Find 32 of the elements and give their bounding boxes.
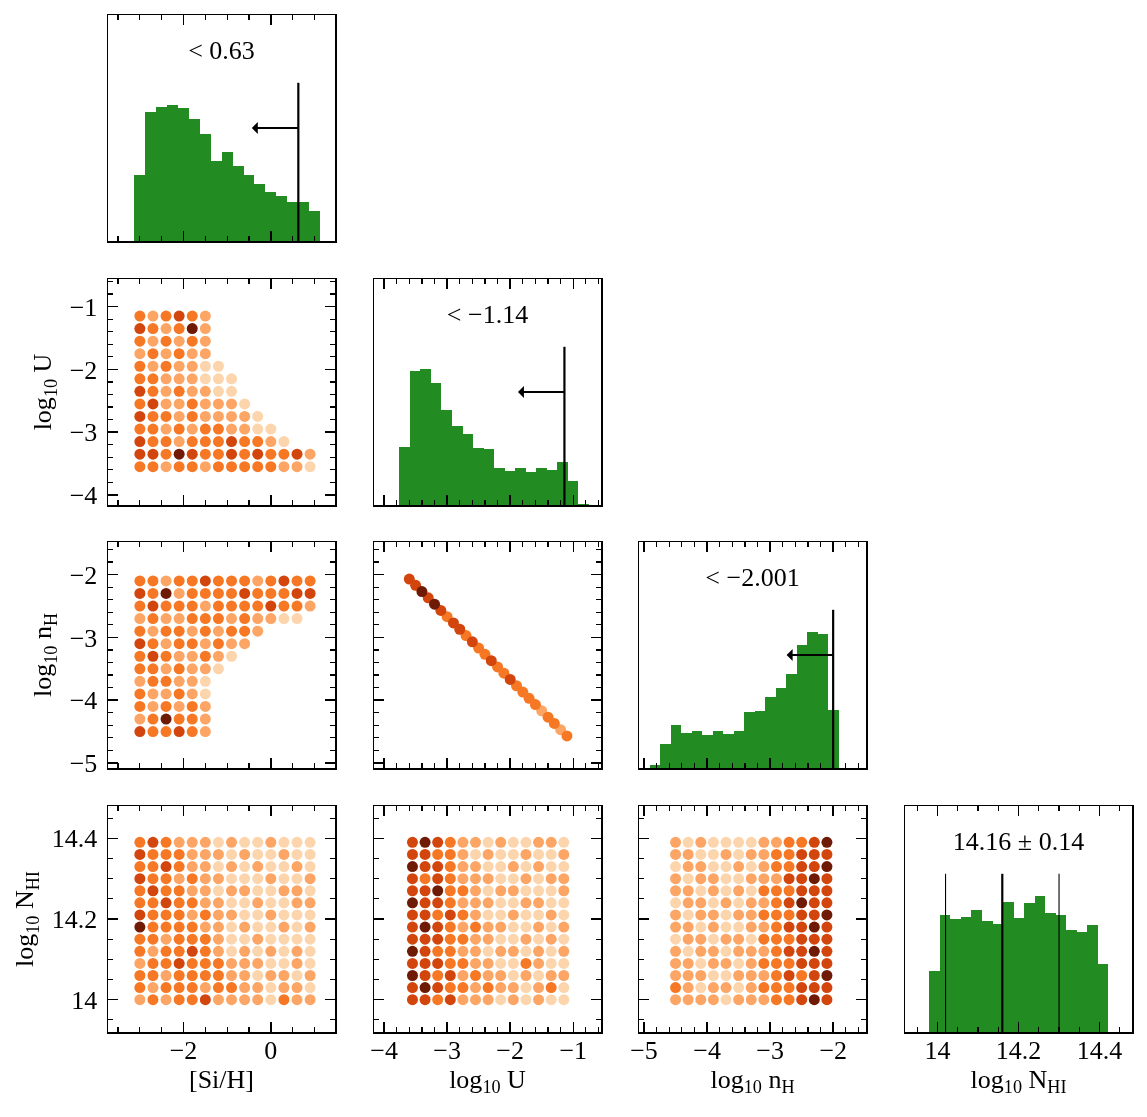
x-tick-label: −3: [432, 1035, 461, 1065]
x-tick-label: −3: [756, 1035, 785, 1065]
x-axis-title: log$_{10}$ N$_{HI}$: [970, 1064, 1067, 1098]
legend-label: < −2.001: [705, 563, 801, 593]
y-tick-label: −4: [69, 480, 98, 510]
y-tick-label: −2: [69, 561, 98, 591]
legend-label: < 0.63: [188, 36, 255, 66]
x-tick-label: −4: [369, 1035, 398, 1065]
x-tick-label: 14.2: [995, 1035, 1042, 1065]
y-tick-label: 14: [71, 985, 98, 1015]
y-tick-label: −2: [69, 355, 98, 385]
y-tick-label: −3: [69, 417, 98, 447]
y-tick-label: 14.4: [51, 824, 98, 854]
x-tick-label: −2: [496, 1035, 524, 1065]
x-tick-label: 0: [264, 1035, 278, 1065]
legend-label: < −1.14: [446, 299, 528, 329]
y-tick-label: −4: [69, 686, 98, 716]
y-tick-label: −5: [69, 749, 98, 779]
x-tick-label: −4: [693, 1035, 722, 1065]
chart-title: 14.16 ± 0.14: [952, 827, 1085, 857]
x-tick-label: −2: [169, 1035, 198, 1065]
x-tick-label: 14.4: [1076, 1035, 1123, 1065]
y-tick-label: −3: [69, 623, 98, 653]
x-axis-title: [Si/H]: [189, 1064, 254, 1094]
x-axis-title: log$_{10}$ n$_{H}$: [710, 1064, 795, 1098]
x-axis-title: log$_{10}$ U: [448, 1064, 526, 1098]
x-tick-label: −1: [559, 1035, 587, 1065]
x-tick-label: −2: [819, 1035, 848, 1065]
x-tick-label: −5: [630, 1035, 659, 1065]
x-tick-label: 14: [924, 1035, 951, 1065]
y-tick-label: −1: [69, 292, 98, 322]
y-tick-label: 14.2: [51, 905, 98, 935]
